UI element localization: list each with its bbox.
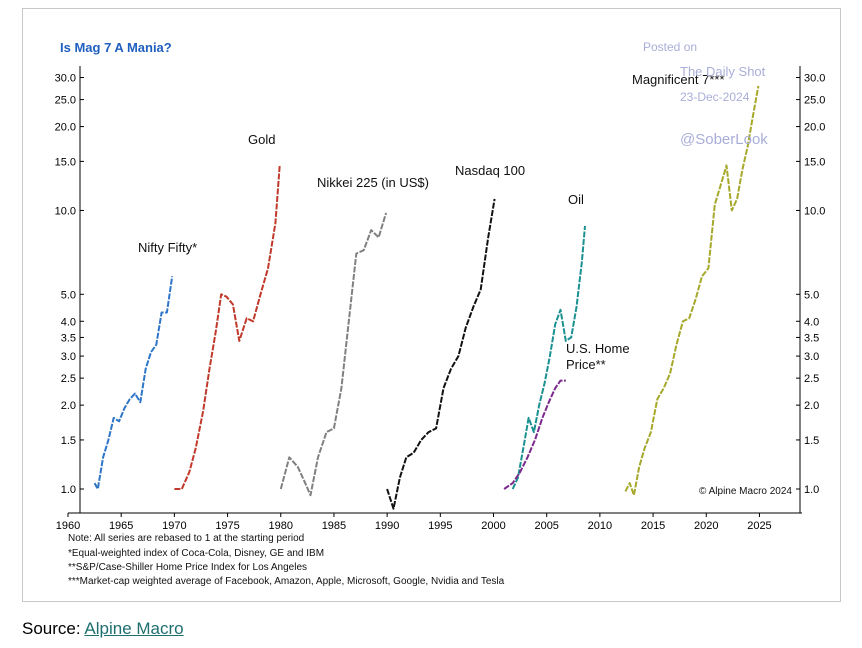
series-line-3 — [386, 198, 496, 510]
x-tick-label: 1995 — [428, 520, 452, 532]
series-annotation-home2: Price** — [566, 357, 606, 372]
y-tick-label-right: 2.5 — [804, 373, 819, 385]
x-tick-label: 2020 — [694, 520, 718, 532]
y-tick-label-right: 15.0 — [804, 156, 825, 168]
watermark-date: 23-Dec-2024 — [680, 90, 750, 104]
chart-title: Is Mag 7 A Mania? — [60, 40, 172, 55]
y-tick-label-right: 5.0 — [804, 289, 819, 301]
series-line-4 — [511, 225, 586, 490]
watermark: Posted on The Daily Shot 23-Dec-2024 @So… — [643, 40, 768, 148]
y-tick-label-left: 10.0 — [55, 205, 76, 217]
y-tick-label-left: 1.5 — [61, 435, 76, 447]
x-tick-label: 2000 — [481, 520, 505, 532]
series-line-1 — [174, 165, 281, 490]
y-tick-label-left: 30.0 — [55, 73, 76, 85]
x-tick-label: 1990 — [375, 520, 399, 532]
series-annotation-nifty: Nifty Fifty* — [138, 240, 197, 255]
x-tick-label: 2010 — [588, 520, 612, 532]
footnote-1: Note: All series are rebased to 1 at the… — [68, 533, 304, 544]
chart-axes: 1960 1965 1970 1975 1980 1985 1990 1995 2000 2005… — [55, 66, 825, 532]
watermark-handle: @SoberLook — [680, 131, 768, 148]
source-label: Source: — [22, 619, 81, 638]
y-tick-label-right: 20.0 — [804, 122, 825, 134]
series-annotation-nikkei: Nikkei 225 (in US$) — [317, 175, 429, 190]
chart-labels-layer: Nifty Fifty* Gold Nikkei 225 (in US$) Nasda… — [138, 72, 725, 372]
y-tick-label-left: 15.0 — [55, 156, 76, 168]
series-annotation-gold: Gold — [248, 132, 275, 147]
series-line-5 — [503, 379, 566, 490]
x-tick-label: 1965 — [109, 520, 133, 532]
y-tick-label-left: 4.0 — [61, 316, 76, 328]
series-annotation-nasdaq: Nasdaq 100 — [455, 163, 525, 178]
series-annotation-mag7: Magnificent 7*** — [632, 72, 725, 87]
y-tick-label-right: 4.0 — [804, 316, 819, 328]
y-tick-label-left: 2.0 — [61, 400, 76, 412]
watermark-posted-on: Posted on — [643, 40, 697, 54]
series-line-6 — [624, 85, 760, 497]
y-tick-label-right: 30.0 — [804, 73, 825, 85]
y-tick-label-left: 2.5 — [61, 373, 76, 385]
watermark-daily-shot: The Daily Shot — [680, 64, 766, 79]
y-tick-label-right: 25.0 — [804, 95, 825, 107]
x-tick-label: 1985 — [322, 520, 346, 532]
footnote-3: **S&P/Case-Shiller Home Price Index for … — [68, 562, 307, 573]
x-tick-label: 1970 — [162, 520, 186, 532]
y-tick-label-right: 1.5 — [804, 435, 819, 447]
x-tick-label: 1980 — [269, 520, 293, 532]
series-line-0 — [93, 276, 174, 490]
x-tick-label: 1960 — [56, 520, 80, 532]
chart-frame — [22, 8, 841, 602]
y-tick-label-left: 25.0 — [55, 95, 76, 107]
footnote-2: *Equal-weighted index of Coca-Cola, Disn… — [68, 548, 324, 559]
footnote-4: ***Market-cap weighted average of Facebo… — [68, 576, 505, 587]
y-tick-label-right: 3.5 — [804, 332, 819, 344]
chart-series-layer — [93, 85, 760, 510]
footnotes: Note: All series are rebased to 1 at the… — [68, 533, 505, 587]
source-line: Source: Alpine Macro — [22, 619, 184, 639]
series-line-2 — [279, 212, 388, 497]
source-link[interactable]: Alpine Macro — [84, 619, 184, 638]
x-tick-label: 1975 — [215, 520, 239, 532]
x-tick-label: 2015 — [641, 520, 665, 532]
series-annotation-home1: U.S. Home — [566, 341, 630, 356]
x-tick-label: 2005 — [534, 520, 558, 532]
series-annotation-oil: Oil — [568, 192, 584, 207]
y-tick-label-right: 3.0 — [804, 351, 819, 363]
y-tick-label-right: 10.0 — [804, 205, 825, 217]
y-tick-label-left: 3.0 — [61, 351, 76, 363]
y-tick-label-right: 1.0 — [804, 484, 819, 496]
copyright-label: © Alpine Macro 2024 — [699, 486, 792, 497]
y-tick-label-left: 3.5 — [61, 332, 76, 344]
y-tick-label-left: 5.0 — [61, 289, 76, 301]
y-tick-label-left: 1.0 — [61, 484, 76, 496]
y-tick-label-left: 20.0 — [55, 122, 76, 134]
x-tick-label: 2025 — [747, 520, 771, 532]
y-tick-label-right: 2.0 — [804, 400, 819, 412]
